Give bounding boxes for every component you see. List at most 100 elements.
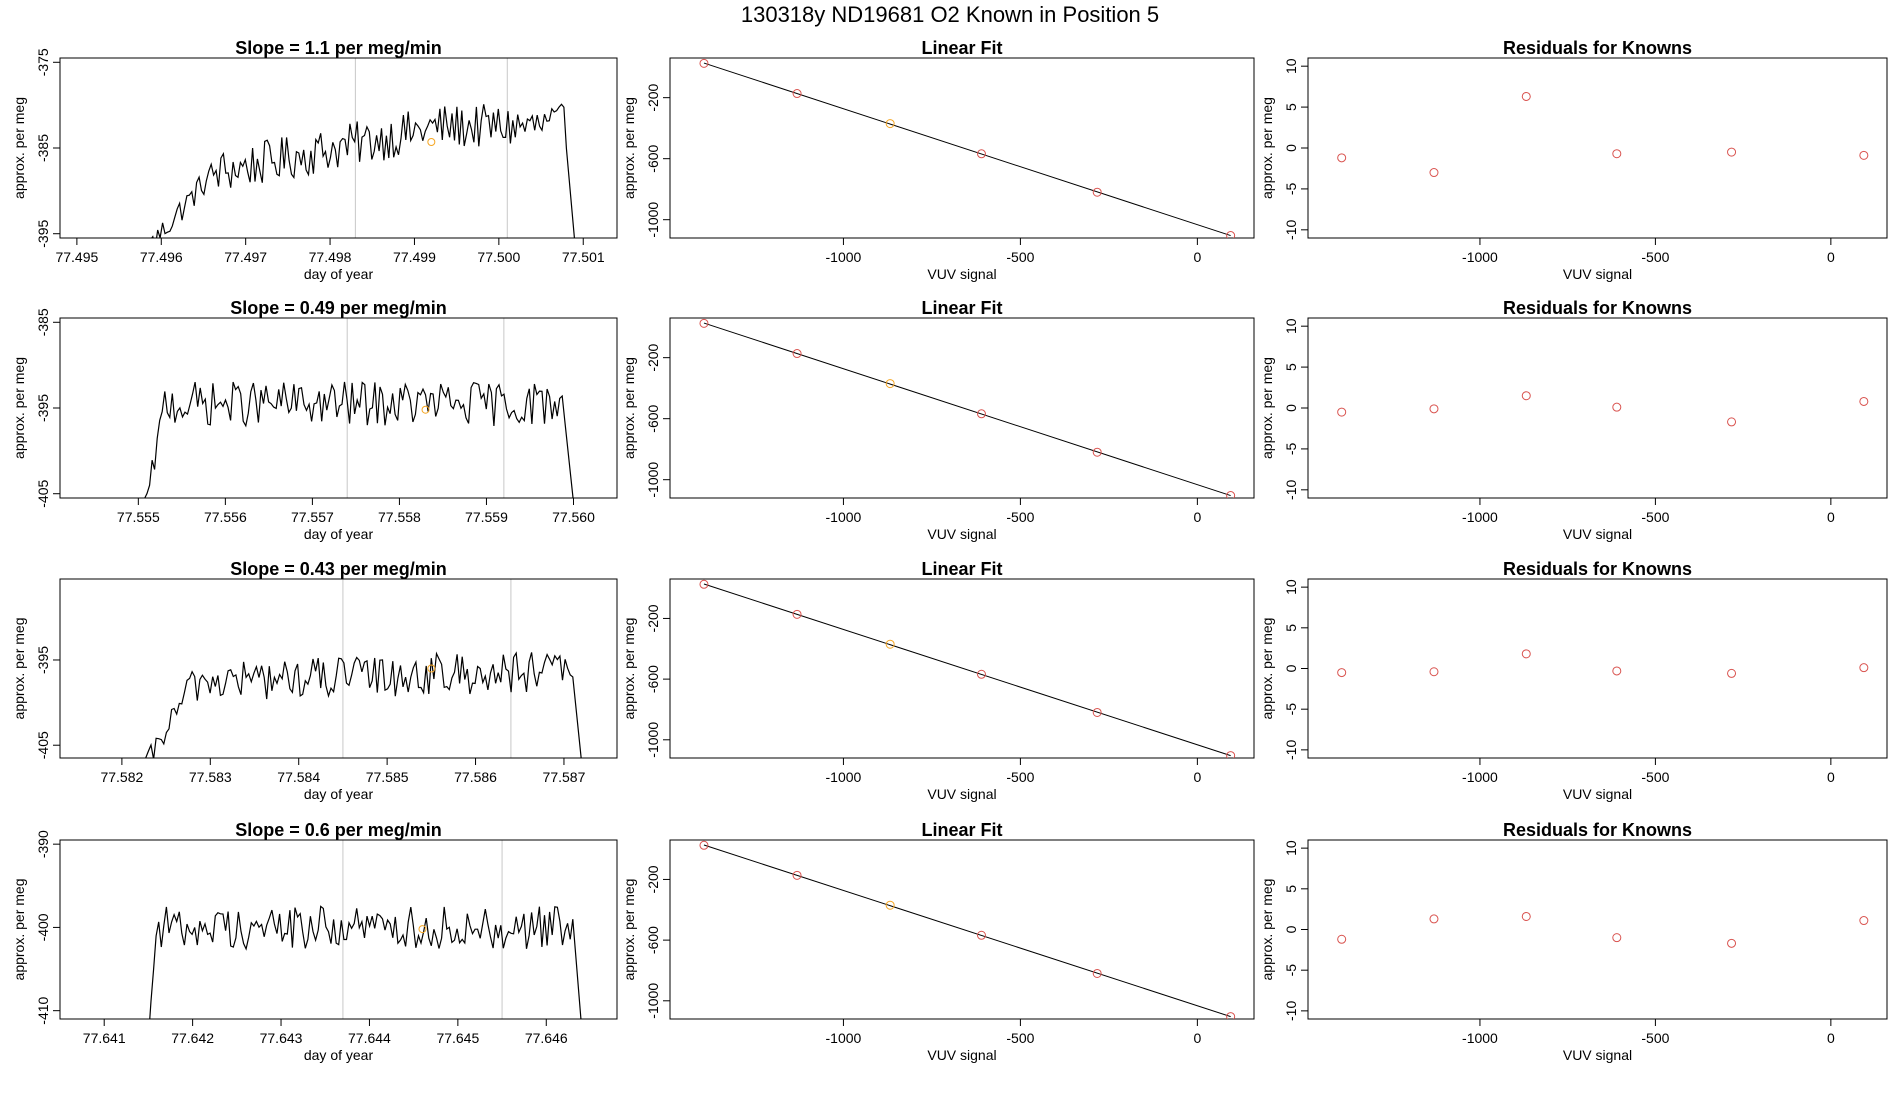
residual-point [1612,149,1622,159]
y-tick-label: 5 [1283,885,1299,893]
residual-point [1521,91,1531,101]
x-tick-label: -500 [1641,249,1669,265]
fit-line [703,322,1231,497]
plot-area [1337,391,1869,427]
y-axis-label: approx. per meg [621,97,637,199]
residual-point [1859,150,1869,160]
x-tick-label: 77.501 [562,249,605,265]
fit-point [1226,1012,1236,1019]
x-tick-label: 77.643 [260,1030,303,1046]
x-tick-label: 77.500 [477,249,520,265]
fit-point-highlight [885,900,895,910]
panel-r2-signal: Slope = 0.43 per meg/min 77.582 77.583 77.5… [11,559,618,802]
y-axis-label: approx. per meg [1259,879,1275,981]
x-tick-label: -1000 [826,1030,862,1046]
y-tick-label: 10 [1283,840,1299,856]
y-tick-label: -1000 [645,462,661,498]
y-tick-label: -200 [645,604,661,632]
panel-r2-fit: Linear Fit -1000 -500 0 VUV signal -200 -600 -1… [621,559,1255,802]
residual-point [1521,649,1531,659]
x-tick-label: 0 [1193,249,1201,265]
x-tick-label: -1000 [1462,249,1498,265]
panel-r1-fit: Linear Fit -1000 -500 0 VUV signal -200 -600 -1… [621,298,1255,542]
x-tick-label: 77.557 [291,509,334,525]
x-tick-label: 77.582 [100,769,143,785]
panel-r0-signal: Slope = 1.1 per meg/min 77.495 77.496 77.49… [11,38,618,282]
y-tick-label: -5 [1283,964,1299,977]
x-axis-label: VUV signal [1563,1047,1632,1063]
panel-title: Residuals for Knowns [1503,559,1692,579]
residual-point [1727,938,1737,948]
y-axis-label: approx. per meg [621,618,637,720]
panel-r2-resid: Residuals for Knowns -1000 -500 0 VUV signal… [1259,559,1888,802]
y-tick-label: -410 [35,996,51,1024]
known-point [421,405,430,414]
x-axis-label: VUV signal [927,1047,996,1063]
plot-area [149,905,582,1019]
panel-title: Slope = 0.49 per meg/min [230,298,447,318]
y-tick-label: -10 [1283,740,1299,760]
fit-point [1226,231,1236,238]
y-tick-label: -200 [645,343,661,371]
y-tick-label: -10 [1283,479,1299,499]
fit-line [703,62,1231,237]
y-axis-label: approx. per meg [11,357,27,459]
residual-point [1612,402,1622,412]
y-tick-label: -395 [35,219,51,247]
fit-point-highlight [885,119,895,129]
y-tick-label: -600 [645,404,661,432]
panel-title: Residuals for Knowns [1503,298,1692,318]
residual-point [1612,666,1622,676]
x-tick-label: -1000 [826,769,862,785]
x-tick-label: 77.584 [277,769,320,785]
y-tick-label: 0 [1283,404,1299,412]
x-tick-label: 77.499 [393,249,436,265]
y-tick-label: -385 [35,308,51,336]
y-tick-label: -600 [645,926,661,954]
x-axis-label: day of year [304,266,374,282]
y-tick-label: -10 [1283,219,1299,239]
x-tick-label: 0 [1827,1030,1835,1046]
signal-trace [145,651,582,758]
x-tick-label: 77.558 [378,509,421,525]
plot-area [699,579,1236,758]
residual-point [1337,668,1347,678]
x-tick-label: 77.556 [204,509,247,525]
panel-r1-resid: Residuals for Knowns -1000 -500 0 VUV signal… [1259,298,1888,542]
y-tick-label: 5 [1283,624,1299,632]
x-tick-label: 0 [1193,1030,1201,1046]
y-tick-label: -395 [35,646,51,674]
x-tick-label: -500 [1006,249,1034,265]
x-tick-label: -1000 [1462,1030,1498,1046]
fit-point [792,89,802,99]
fit-point [699,840,709,850]
fit-point [1226,751,1236,758]
plot-frame [1307,839,1888,1020]
x-tick-label: 77.497 [224,249,267,265]
known-point [427,138,436,146]
x-axis-label: VUV signal [927,266,996,282]
x-tick-label: 0 [1193,769,1201,785]
plot-area [699,318,1236,498]
fit-point [976,930,986,940]
x-tick-label: -500 [1006,509,1034,525]
x-tick-label: -1000 [1462,509,1498,525]
x-tick-label: 77.583 [189,769,232,785]
signal-trace [151,103,576,238]
plot-area [144,381,574,498]
fit-point [1092,447,1102,457]
x-tick-label: 77.586 [454,769,497,785]
residual-point [1429,404,1439,414]
x-axis-label: day of year [304,1047,374,1063]
fit-point [976,669,986,679]
x-tick-label: 77.559 [465,509,508,525]
y-axis-label: approx. per meg [11,97,27,199]
x-tick-label: 77.498 [309,249,352,265]
fit-point [792,609,802,619]
fit-line [703,844,1231,1018]
page-title: 130318y ND19681 O2 Known in Position 5 [740,2,1160,27]
fit-point [792,870,802,880]
x-axis-label: VUV signal [1563,526,1632,542]
x-axis-label: day of year [304,786,374,802]
